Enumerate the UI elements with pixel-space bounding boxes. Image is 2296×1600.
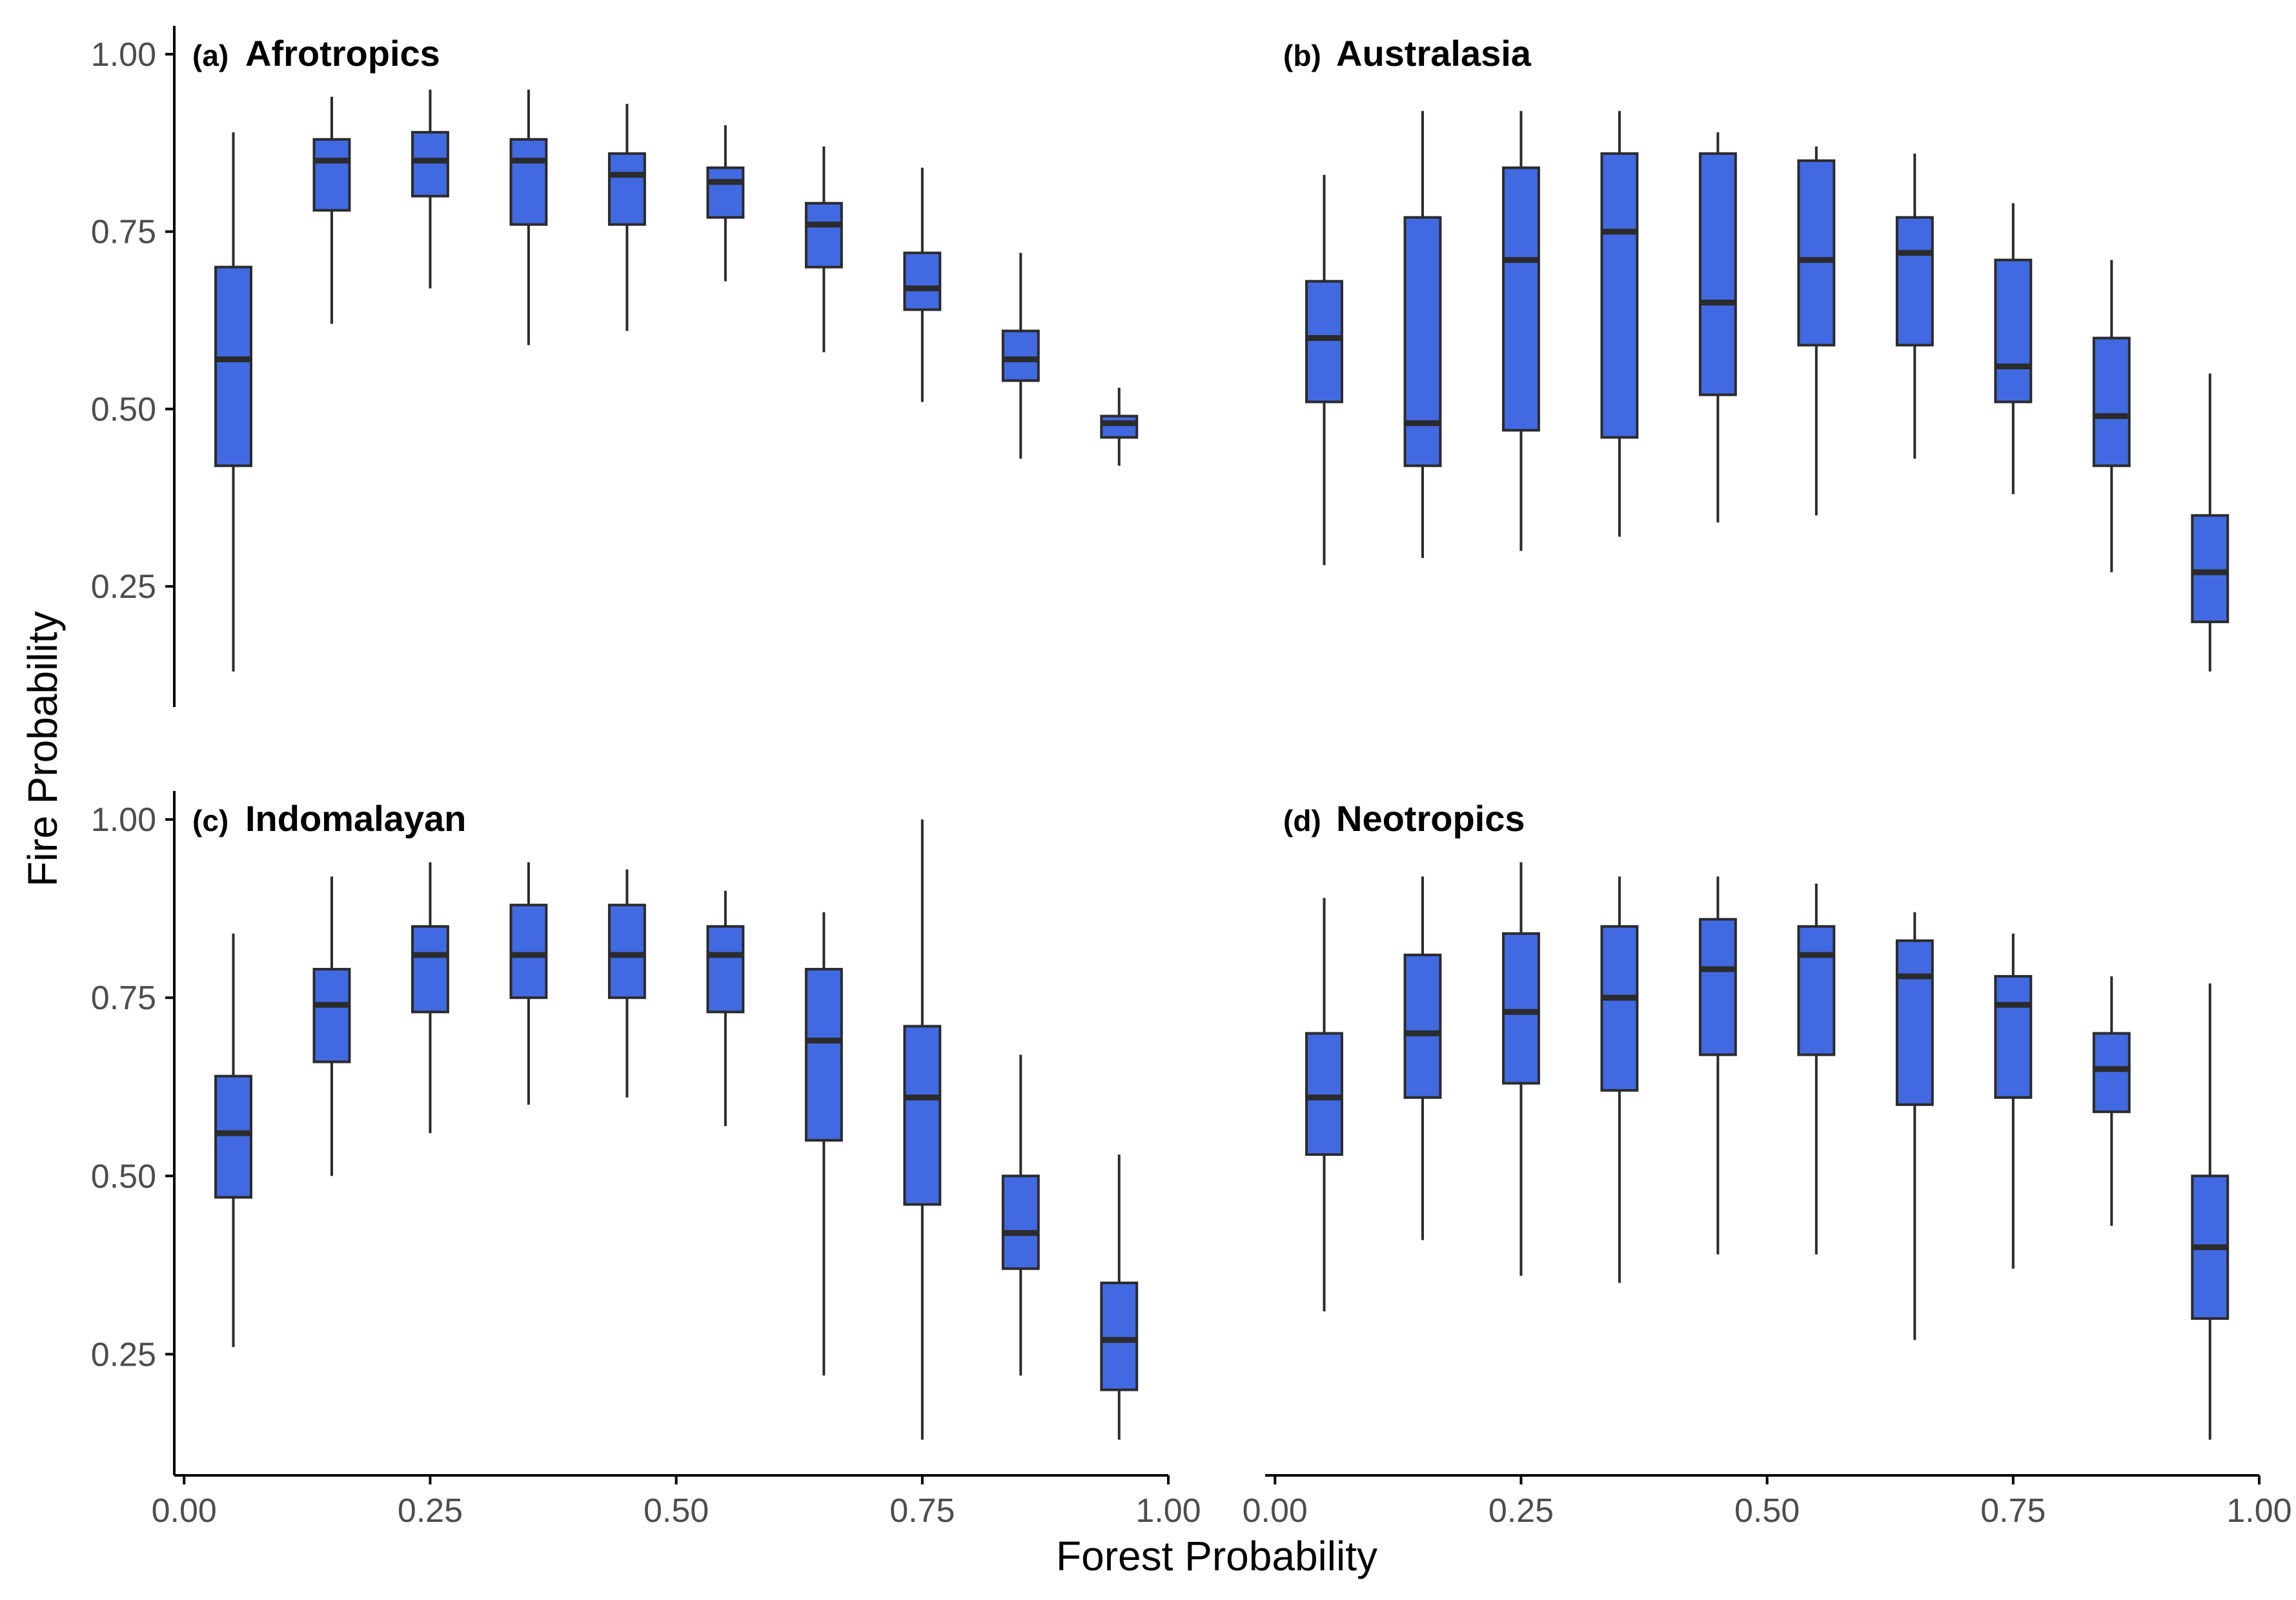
- y-tick-label: 1.00: [91, 36, 156, 74]
- x-tick-label: 0.00: [1243, 1492, 1308, 1530]
- box-iqr: [214, 265, 252, 467]
- box-iqr: [804, 968, 843, 1142]
- x-tick-label: 0.25: [1488, 1492, 1554, 1530]
- panel-tag: (d): [1283, 804, 1321, 837]
- box-iqr: [1305, 1032, 1343, 1156]
- box-iqr: [706, 166, 745, 219]
- box-iqr: [1100, 415, 1139, 439]
- panel-tag: (b): [1283, 39, 1321, 72]
- box-iqr: [1100, 1281, 1139, 1391]
- box-iqr: [411, 925, 449, 1014]
- y-tick-label: 0.50: [91, 391, 156, 428]
- y-tick-label: 0.25: [91, 1336, 156, 1373]
- box-iqr: [312, 138, 351, 212]
- panel-tag: (a): [192, 39, 229, 72]
- panel-title: Australasia: [1336, 33, 1532, 74]
- x-tick-label: 0.50: [644, 1492, 709, 1530]
- panel-australasia: (b) Australasia: [1283, 33, 2230, 672]
- box-iqr: [2092, 336, 2131, 467]
- y-tick-label: 0.50: [91, 1158, 156, 1195]
- y-tick-label: 0.75: [91, 214, 156, 251]
- box-iqr: [1994, 975, 2033, 1099]
- y-tick-label: 0.75: [91, 979, 156, 1017]
- box-iqr: [1698, 152, 1737, 396]
- x-tick-label: 0.75: [889, 1492, 955, 1530]
- box-iqr: [607, 152, 646, 226]
- box-iqr: [509, 138, 548, 226]
- x-tick-label: 1.00: [1135, 1492, 1201, 1530]
- box-iqr: [1501, 166, 1540, 432]
- box-iqr: [1305, 280, 1343, 404]
- box-iqr: [903, 251, 942, 311]
- x-tick-label: 1.00: [2226, 1492, 2291, 1530]
- box-iqr: [2191, 514, 2230, 624]
- box-iqr: [1895, 939, 1934, 1106]
- box-iqr: [706, 925, 745, 1014]
- box-iqr: [804, 201, 843, 269]
- panel-title: Neotropics: [1336, 798, 1525, 839]
- box-iqr: [312, 968, 351, 1063]
- box-iqr: [1698, 918, 1737, 1056]
- y-tick-label: 0.25: [91, 568, 156, 606]
- box-iqr: [214, 1074, 252, 1199]
- x-tick-label: 0.75: [1980, 1492, 2046, 1530]
- x-tick-label: 0.25: [398, 1492, 463, 1530]
- box-iqr: [1403, 953, 1442, 1099]
- box-iqr: [1001, 1174, 1040, 1270]
- y-axis-title: Fire Probability: [19, 611, 66, 887]
- box-iqr: [1403, 216, 1442, 467]
- panel-indomalayan: 0.25 0.50 0.75 1.00 0.00 0.25 0.50 0.75 1.00 (c) I…: [91, 791, 1201, 1530]
- box-iqr: [1994, 258, 2033, 404]
- box-iqr: [1797, 925, 1836, 1056]
- box-iqr: [2092, 1032, 2131, 1113]
- panel-title: Afrotropics: [245, 33, 440, 74]
- box-iqr: [1600, 925, 1639, 1092]
- box-iqr: [607, 903, 646, 1000]
- box-iqr: [903, 1025, 942, 1206]
- box-iqr: [1600, 152, 1639, 439]
- box-iqr: [509, 903, 548, 1000]
- x-tick-label: 0.00: [152, 1492, 217, 1530]
- x-tick-label: 0.50: [1734, 1492, 1800, 1530]
- panel-neotropics: 0.00 0.25 0.50 0.75 1.00 (d) Neotropics: [1243, 798, 2292, 1530]
- box-iqr: [1895, 216, 1934, 347]
- box-iqr: [1501, 932, 1540, 1085]
- box-iqr: [1001, 329, 1040, 382]
- box-iqr: [1797, 159, 1836, 347]
- panel-title: Indomalayan: [245, 798, 466, 839]
- box-iqr: [411, 130, 449, 198]
- x-axis-title: Forest Probability: [1056, 1533, 1377, 1579]
- panel-tag: (c): [192, 804, 229, 837]
- panel-afrotropics: 0.25 0.50 0.75 1.00 (a) Afrotropics: [91, 26, 1139, 707]
- y-tick-label: 1.00: [91, 801, 156, 839]
